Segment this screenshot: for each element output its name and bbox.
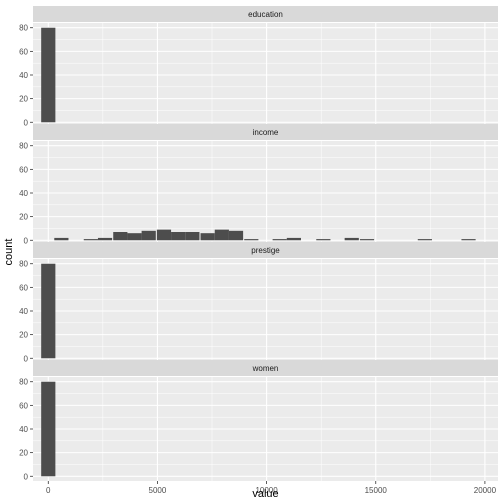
histogram-bar xyxy=(244,239,259,241)
y-tick-label: 20 xyxy=(19,331,28,340)
y-axis-title: count xyxy=(3,239,15,266)
y-tick-label: 20 xyxy=(19,213,28,222)
y-tick-label: 40 xyxy=(19,307,28,316)
facet-prestige: prestige 0 20 40 60 80 xyxy=(19,242,498,363)
y-tick-label: 80 xyxy=(19,260,28,269)
y-tick-label: 60 xyxy=(19,47,28,56)
y-tick-label: 60 xyxy=(19,165,28,174)
histogram-bar xyxy=(97,237,113,241)
histogram-bar xyxy=(228,230,244,241)
histogram-bar xyxy=(461,239,476,241)
histogram-bar xyxy=(83,239,98,241)
y-tick-label: 0 xyxy=(24,236,29,245)
x-axis-title: value xyxy=(252,488,278,500)
facet-strip xyxy=(33,124,498,140)
facet-strip-label: education xyxy=(248,10,283,19)
y-tick-label: 80 xyxy=(19,142,28,151)
histogram-bar xyxy=(185,232,200,241)
facet-women: women 0 20 40 60 80 xyxy=(19,360,498,481)
x-tick-label: 5000 xyxy=(149,486,167,495)
histogram-bar xyxy=(141,230,156,241)
facet-strip-label: prestige xyxy=(251,246,280,255)
histogram-bar xyxy=(272,239,287,241)
y-tick-label: 20 xyxy=(19,95,28,104)
y-tick-label: 0 xyxy=(24,354,29,363)
facet-strip xyxy=(33,360,498,376)
histogram-bar xyxy=(344,237,359,241)
y-tick-label: 40 xyxy=(19,189,28,198)
x-tick-label: 15000 xyxy=(365,486,388,495)
histogram-bar xyxy=(200,233,215,241)
y-tick-label: 60 xyxy=(19,401,28,410)
histogram-bar xyxy=(156,229,172,241)
y-tick-label: 80 xyxy=(19,378,28,387)
histogram-bar xyxy=(316,239,331,241)
x-tick-label: 20000 xyxy=(474,486,497,495)
histogram-bar xyxy=(41,381,56,477)
x-tick-label: 10000 xyxy=(255,486,278,495)
facet-strip-label: women xyxy=(252,364,279,373)
y-tick-label: 0 xyxy=(24,118,29,127)
y-tick-label: 20 xyxy=(19,449,28,458)
histogram-bar xyxy=(417,239,432,241)
histogram-bar xyxy=(359,239,375,241)
x-tick-label: 0 xyxy=(46,486,51,495)
facet-strip xyxy=(33,242,498,258)
y-tick-label: 60 xyxy=(19,283,28,292)
histogram-bar xyxy=(214,229,229,241)
histogram-bar xyxy=(41,263,56,359)
facet-strip xyxy=(33,6,498,22)
facet-education: education 0 20 40 60 80 xyxy=(19,6,498,127)
facet-income: income 0 20 40 60 80 xyxy=(19,124,498,245)
histogram-bar xyxy=(113,232,128,241)
y-tick-label: 0 xyxy=(24,472,29,481)
histogram-bar xyxy=(41,27,56,123)
histogram-bar xyxy=(127,233,142,241)
y-tick-label: 80 xyxy=(19,24,28,33)
facet-strip-label: income xyxy=(253,128,279,137)
x-axis: 0 5000 10000 15000 20000 xyxy=(46,481,497,495)
histogram-bar xyxy=(171,232,186,241)
histogram-bar xyxy=(54,237,69,241)
y-tick-label: 40 xyxy=(19,71,28,80)
histogram-bar xyxy=(286,237,301,241)
facet-panels: education020406080income020406080prestig… xyxy=(19,6,498,481)
y-tick-label: 40 xyxy=(19,425,28,434)
